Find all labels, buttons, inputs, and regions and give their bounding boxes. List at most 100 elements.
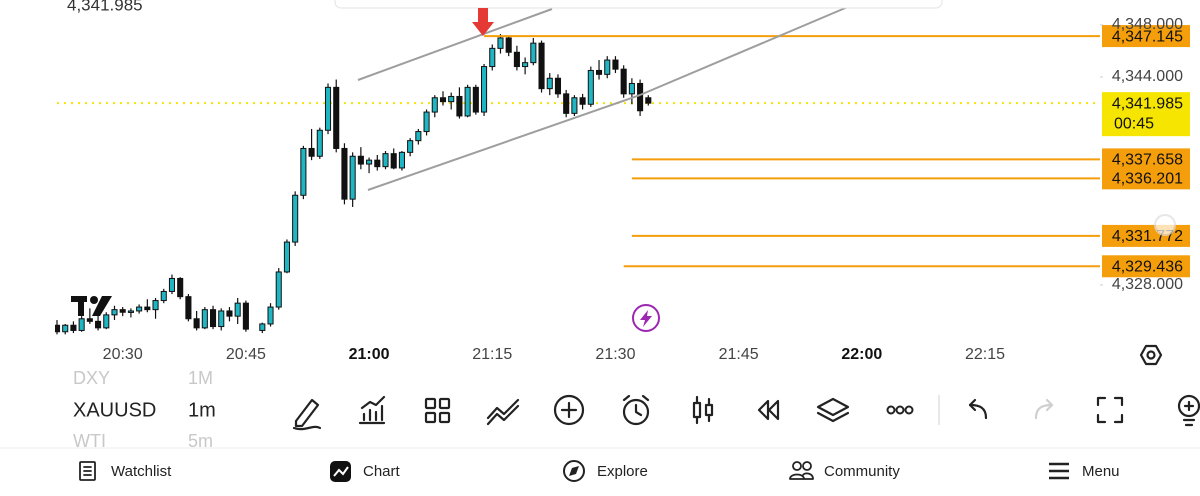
candle-body: [554, 77, 562, 95]
candle-body: [226, 310, 233, 317]
lightning-icon[interactable]: [632, 304, 660, 332]
price-level-label: 4,329.436: [1112, 259, 1183, 276]
symbol-price: 4,341.985: [67, 0, 143, 14]
candle-body: [324, 86, 332, 131]
candle-body: [193, 318, 200, 329]
x-tick-label: 21:45: [719, 346, 759, 363]
undo[interactable]: [968, 398, 988, 420]
candle-body: [308, 147, 315, 157]
symbol-name[interactable]: WTI: [73, 431, 106, 451]
logo: [71, 296, 112, 316]
candle-body: [579, 97, 586, 105]
candle-body: [168, 277, 176, 292]
indicators[interactable]: [358, 395, 386, 425]
price-level-tag: [1102, 255, 1190, 278]
chart-type[interactable]: [692, 395, 714, 425]
symbol-interval[interactable]: 1M: [188, 368, 213, 388]
channel-lower-line: [367, 94, 641, 191]
price-level-tag: [1102, 25, 1190, 48]
candle-body: [538, 42, 545, 90]
candle-body: [415, 131, 422, 142]
fullscreen[interactable]: [1096, 396, 1124, 424]
nav-label[interactable]: Chart: [363, 463, 401, 480]
candle-body: [481, 66, 488, 113]
candle-body: [628, 82, 635, 95]
add[interactable]: [553, 394, 585, 426]
candle-body: [390, 153, 397, 169]
candle-body: [70, 324, 77, 331]
candle-body: [620, 68, 627, 95]
handle[interactable]: [1154, 214, 1176, 236]
popup-card[interactable]: [334, 0, 943, 9]
nav-explore[interactable]: Explore: [563, 460, 648, 482]
candle-body: [645, 97, 652, 104]
x-tick-label: 21:00: [349, 346, 390, 363]
symbol-name[interactable]: DXY: [73, 368, 110, 388]
bottom-nav: Watchlist Chart Explore Community Menu: [79, 460, 1120, 482]
candle-body: [275, 271, 282, 308]
x-tick-label: 20:30: [103, 346, 143, 363]
countdown-label: 00:45: [1114, 115, 1154, 132]
candle-body: [152, 300, 159, 311]
channel-line: [639, 5, 851, 96]
draw-tool[interactable]: [292, 398, 322, 431]
redo[interactable]: [1034, 398, 1054, 420]
nav-watchlist[interactable]: Watchlist: [79, 461, 172, 481]
candle-body: [407, 140, 414, 153]
nav-menu[interactable]: Menu: [1049, 462, 1120, 480]
layers[interactable]: [816, 397, 850, 423]
nav-label[interactable]: Watchlist: [111, 463, 172, 480]
nav-label[interactable]: Explore: [597, 463, 648, 480]
candle-body: [341, 147, 348, 200]
nav-label[interactable]: Menu: [1082, 463, 1120, 480]
symbol-name[interactable]: XAUUSD: [73, 399, 156, 421]
candle-body: [472, 86, 479, 113]
candle-body: [595, 69, 603, 75]
x-tick-label: 20:45: [226, 346, 266, 363]
channel-upper-line: [357, 8, 553, 81]
candle-body: [218, 310, 225, 328]
price-level-label: 4,347.145: [1112, 28, 1183, 45]
candle-body: [136, 306, 143, 312]
y-tick-label: 4,328.000: [1112, 276, 1183, 293]
candle-body: [349, 155, 356, 200]
candle-body: [127, 310, 134, 313]
more[interactable]: [886, 405, 914, 415]
symbol-selector[interactable]: DXY 1M XAUUSD 1m WTI 5m: [73, 368, 216, 451]
symbol-interval[interactable]: 1m: [188, 399, 216, 421]
candle-body: [497, 37, 504, 49]
candle-body: [185, 296, 192, 320]
arrow-marker: [472, 8, 494, 36]
symbol-interval[interactable]: 5m: [188, 431, 213, 451]
price-level-tag: [1102, 148, 1190, 171]
layouts[interactable]: [424, 397, 451, 424]
alert[interactable]: [622, 394, 650, 426]
candle-body: [242, 302, 249, 330]
candle-body: [95, 320, 102, 329]
candle-body: [259, 323, 266, 331]
candle-body: [546, 77, 553, 90]
trend-channel: [357, 5, 851, 191]
candle-body: [144, 306, 151, 311]
candle-body: [456, 95, 463, 117]
nav-chart[interactable]: Chart: [330, 461, 401, 482]
settings-icon[interactable]: [1139, 344, 1163, 366]
replay[interactable]: [757, 399, 780, 421]
nav-community[interactable]: Community: [789, 461, 900, 480]
candle-body: [398, 151, 405, 169]
toolbar: [292, 394, 1200, 431]
idea[interactable]: [1177, 394, 1200, 427]
candle-body: [283, 241, 290, 273]
candle-body: [119, 309, 126, 313]
nav-label[interactable]: Community: [824, 463, 900, 480]
candle-body: [637, 82, 644, 112]
plot-area: [55, 34, 1100, 335]
candle-body: [448, 95, 455, 103]
candle-body: [530, 42, 537, 64]
candle-body: [292, 194, 299, 243]
compare[interactable]: [486, 398, 520, 426]
candle-body: [55, 324, 61, 333]
